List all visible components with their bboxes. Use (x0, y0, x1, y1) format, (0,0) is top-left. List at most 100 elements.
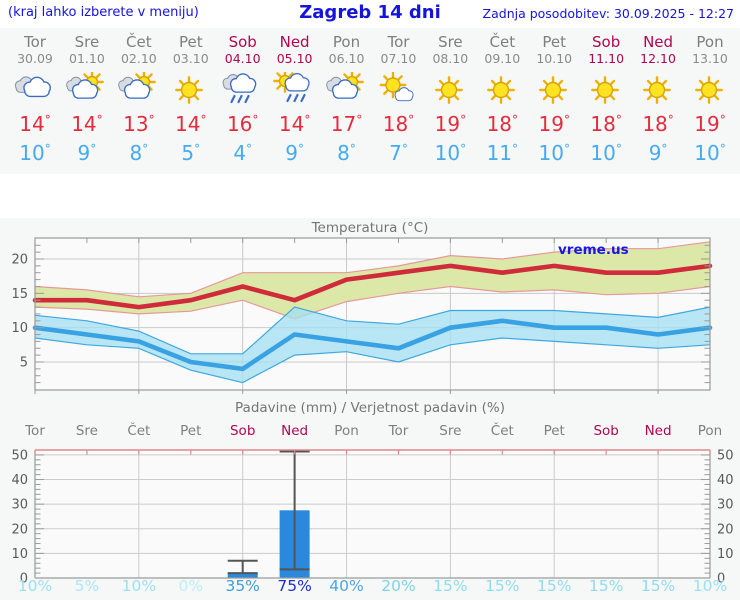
forecast-day-column: Pon 06.10 17° 8° (320, 28, 373, 174)
day-date: 08.10 (432, 51, 469, 66)
precip-day-label: Ned (281, 423, 309, 439)
day-name: Sob (592, 33, 621, 51)
partly-cloudy-icon (118, 72, 157, 99)
forecast-day-column: Tor 30.09 14° 10° (9, 28, 62, 174)
day-name: Pon (696, 33, 724, 51)
precip-probability: 15% (485, 577, 520, 595)
precip-day-label: Čet (490, 423, 514, 439)
high-temperature: 18° (486, 112, 519, 136)
precip-day-label: Pon (697, 423, 723, 439)
mostly-sunny-icon (379, 72, 414, 102)
sunny-icon (175, 76, 204, 104)
day-name: Tor (387, 33, 410, 51)
forecast-day-column: Ned 12.10 18° 9° (632, 28, 685, 174)
forecast-day-column: Sob 04.10 16° 4° (216, 28, 269, 174)
day-date: 09.10 (484, 51, 521, 66)
high-temperature: 14° (175, 112, 207, 136)
precip-axis-label-right: 40 (717, 473, 734, 488)
day-name: Čet (126, 33, 152, 51)
day-date: 10.10 (536, 51, 573, 66)
high-temperature: 18° (642, 112, 674, 136)
precip-probability: 10% (121, 577, 157, 595)
precipitation-chart-title: Padavine (mm) / Verjetnost padavin (%) (235, 400, 505, 416)
forecast-day-column: Tor 07.10 18° 7° (372, 28, 425, 174)
last-updated: Zadnja posodobitev: 30.09.2025 - 12:27 (482, 6, 734, 21)
header-bar: (kraj lahko izberete v meniju) Zagreb 14… (0, 0, 740, 28)
forecast-strip: Tor 30.09 14° 10° Sre 01.10 14° 9° Čet 02.10 13° 8°… (0, 28, 740, 174)
high-temperature: 19° (694, 112, 726, 136)
precip-probability: 10% (692, 577, 728, 595)
precip-probability: 35% (225, 577, 260, 595)
day-date: 12.10 (640, 51, 676, 66)
precip-day-label: Pet (543, 423, 565, 439)
day-date: 30.09 (17, 51, 53, 66)
sunny-icon (694, 76, 723, 104)
day-name: Čet (489, 33, 516, 51)
sunny-icon (538, 76, 567, 104)
temp-axis-label: 15 (11, 287, 28, 302)
precipitation-chart: 0 0 10 10 20 20 30 30 40 40 50 50 (11, 448, 734, 586)
sunny-icon (642, 76, 671, 104)
precip-axis-label-right: 30 (717, 498, 734, 513)
high-temperature: 18° (382, 112, 415, 136)
high-temperature: 14° (278, 112, 311, 136)
rain-icon (222, 73, 257, 104)
day-date: 05.10 (276, 51, 313, 66)
low-temperature: 7° (389, 141, 408, 165)
temperature-chart-title: Temperatura (°C) (311, 220, 429, 236)
temp-axis-label: 5 (20, 356, 28, 371)
sunny-icon (590, 76, 619, 104)
forecast-day-column: Pon 13.10 19° 10° (684, 28, 737, 174)
day-name: Ned (643, 33, 674, 51)
forecast-day-column: Čet 09.10 18° 11° (476, 28, 529, 174)
partly-cloudy-icon (66, 72, 105, 99)
day-name: Pet (178, 33, 203, 51)
low-temperature: 4° (233, 141, 253, 165)
cloudy-icon (14, 76, 51, 98)
precip-probability: 15% (433, 577, 468, 595)
day-date: 04.10 (224, 51, 261, 66)
precip-probability: 40% (329, 577, 364, 595)
precip-axis-label-left: 40 (11, 473, 28, 488)
high-temperature: 18° (590, 112, 622, 136)
high-temperature: 14° (19, 112, 51, 136)
precip-axis-label-right: 20 (717, 522, 734, 537)
precip-axis-label-right: 50 (717, 448, 734, 463)
day-name: Sob (228, 33, 257, 51)
low-temperature: 10° (538, 141, 570, 165)
day-date: 07.10 (380, 51, 417, 66)
precip-axis-label-left: 30 (11, 498, 28, 513)
precip-axis-label-left: 50 (11, 448, 28, 463)
day-date: 13.10 (692, 51, 728, 66)
high-temperature: 19° (434, 112, 467, 136)
sun-rain-icon (273, 72, 310, 103)
day-name: Sre (438, 33, 463, 51)
precip-day-label: Tor (25, 423, 45, 439)
partly-cloudy-icon (326, 72, 364, 99)
forecast-day-column: Sob 11.10 18° 10° (580, 28, 633, 174)
precip-probability: 15% (588, 577, 624, 595)
low-temperature: 5° (181, 141, 201, 165)
precip-day-label: Sre (75, 423, 98, 439)
precip-axis-label-left: 10 (11, 547, 28, 562)
high-temperature: 17° (330, 112, 363, 136)
precip-day-label: Sre (439, 423, 462, 439)
day-name: Pet (542, 33, 567, 51)
vreme-us-watermark[interactable]: vreme.us (558, 242, 629, 258)
forecast-day-column: Sre 01.10 14° 9° (60, 28, 113, 174)
day-name: Ned (279, 33, 310, 51)
charts-panel: Temperatura (°C) 5 10 15 20 vreme.us Padavin… (0, 218, 740, 600)
menu-hint: (kraj lahko izberete v meniju) (8, 5, 199, 20)
precip-probability: 10% (17, 577, 53, 595)
low-temperature: 10° (19, 141, 51, 165)
day-name: Tor (24, 33, 46, 51)
precip-day-label: Ned (644, 423, 672, 439)
precip-probability: 15% (536, 577, 572, 595)
precip-probability: 75% (277, 577, 312, 595)
high-temperature: 16° (226, 112, 259, 136)
low-temperature: 9° (77, 141, 97, 165)
low-temperature: 10° (590, 141, 622, 165)
high-temperature: 19° (538, 112, 570, 136)
precip-day-label: Sob (229, 423, 256, 439)
page-title: Zagreb 14 dni (299, 2, 441, 23)
